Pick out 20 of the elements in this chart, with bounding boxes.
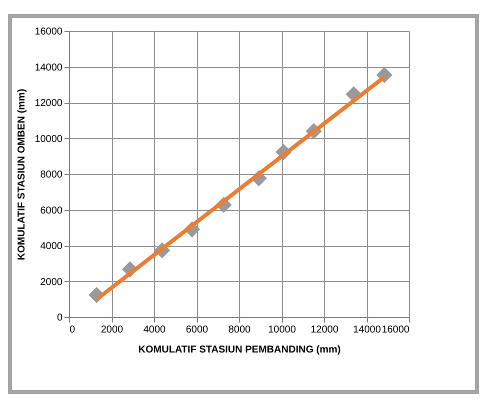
y-axis-title: KOMULATIF STASIUN OMBEN (mm) <box>16 88 28 260</box>
x-tick-label: 6000 <box>186 324 209 336</box>
x-tick-label: 10000 <box>268 324 296 336</box>
y-tick-label: 10000 <box>34 134 63 145</box>
x-axis-title: KOMULATIF STASIUN PEMBANDING (mm) <box>138 344 341 356</box>
x-tick-label: 12000 <box>310 324 339 336</box>
y-tick-label: 0 <box>56 312 63 324</box>
y-tick-label: 4000 <box>40 241 63 252</box>
y-tick-label: 2000 <box>40 276 63 288</box>
y-tick-label: 14000 <box>34 62 63 74</box>
y-tick-label: 12000 <box>34 98 63 109</box>
x-tick-label: 0 <box>70 324 76 336</box>
y-tick-label: 6000 <box>40 205 63 216</box>
y-tick-label: 8000 <box>40 170 63 180</box>
x-tick-label: 8000 <box>228 324 252 336</box>
x-tick-label: 14000 <box>353 324 382 336</box>
x-tick-label: 4000 <box>143 324 166 336</box>
x-tick-label: 16000 <box>382 324 410 336</box>
x-tick-label: 2000 <box>100 324 124 336</box>
y-tick-label: 16000 <box>34 26 63 38</box>
